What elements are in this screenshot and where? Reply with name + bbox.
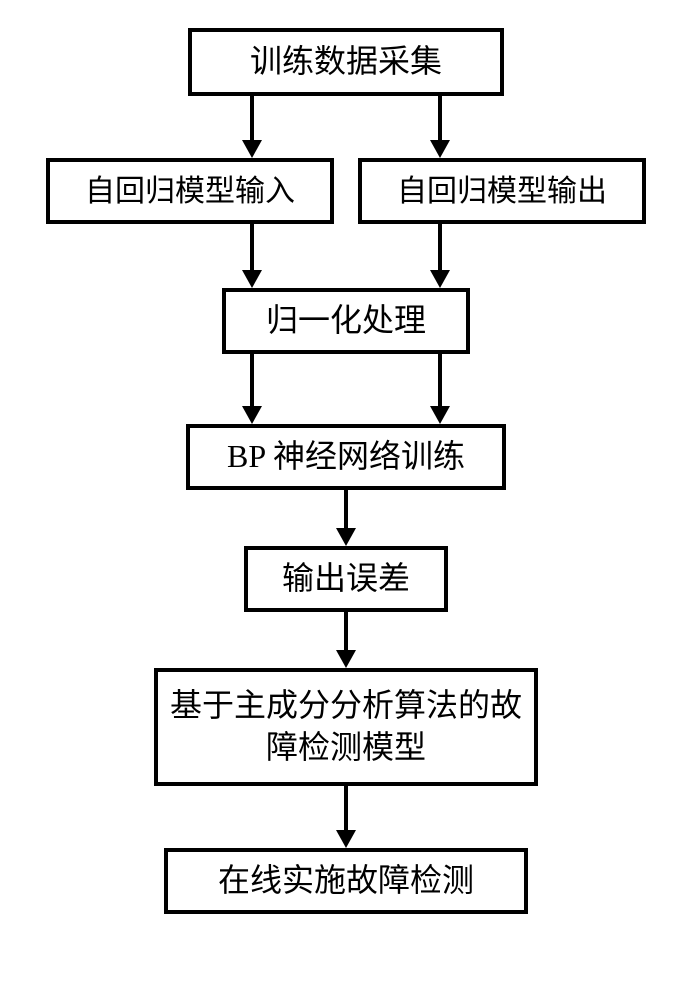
arrow-head-icon <box>336 528 356 546</box>
arrow-line <box>250 354 254 406</box>
arrow-line <box>344 612 348 650</box>
flow-node-n6: 输出误差 <box>244 546 448 612</box>
arrow-head-icon <box>336 650 356 668</box>
arrow-head-icon <box>336 830 356 848</box>
flow-node-n5: BP 神经网络训练 <box>186 424 506 490</box>
flow-node-label: 自回归模型输出 <box>397 172 607 211</box>
flow-node-label: BP 神经网络训练 <box>227 436 465 478</box>
flow-node-n2: 自回归模型输入 <box>46 158 334 224</box>
flow-node-n7: 基于主成分分析算法的故障检测模型 <box>154 668 538 786</box>
flow-node-label: 输出误差 <box>282 558 410 600</box>
arrow-head-icon <box>242 270 262 288</box>
flow-node-label: 在线实施故障检测 <box>218 860 474 902</box>
flow-node-n4: 归一化处理 <box>222 288 470 354</box>
arrow-line <box>344 786 348 830</box>
arrow-head-icon <box>430 140 450 158</box>
arrow-line <box>438 96 442 140</box>
arrow-line <box>438 354 442 406</box>
flow-node-n3: 自回归模型输出 <box>358 158 646 224</box>
flow-node-label: 归一化处理 <box>266 300 426 342</box>
arrow-line <box>344 490 348 528</box>
arrow-head-icon <box>430 406 450 424</box>
flow-node-label: 自回归模型输入 <box>85 172 295 211</box>
arrow-head-icon <box>242 406 262 424</box>
arrow-line <box>438 224 442 270</box>
arrow-head-icon <box>242 140 262 158</box>
arrow-line <box>250 224 254 270</box>
flow-node-label: 训练数据采集 <box>250 41 442 83</box>
arrow-line <box>250 96 254 140</box>
flowchart-canvas: 训练数据采集自回归模型输入 自回归模型输出归一化处理 BP 神经网络训练输出误差基于… <box>0 0 692 1000</box>
arrow-head-icon <box>430 270 450 288</box>
flow-node-n1: 训练数据采集 <box>188 28 504 96</box>
flow-node-n8: 在线实施故障检测 <box>164 848 528 914</box>
flow-node-label: 基于主成分分析算法的故障检测模型 <box>158 685 534 768</box>
